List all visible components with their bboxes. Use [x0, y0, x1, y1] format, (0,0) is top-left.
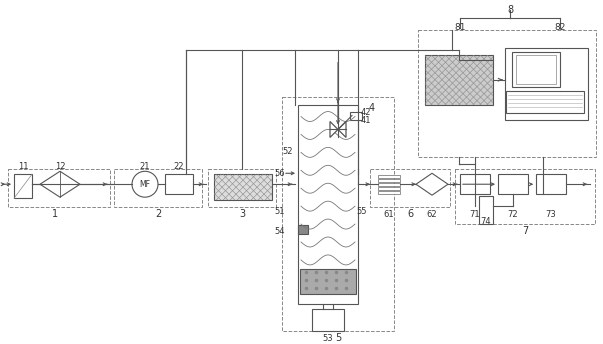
- Text: MF: MF: [139, 180, 151, 189]
- Circle shape: [132, 171, 158, 197]
- Bar: [378, 179, 400, 182]
- Bar: [8, 169, 110, 207]
- Bar: [378, 191, 400, 194]
- Bar: [282, 97, 394, 331]
- Text: 1: 1: [52, 209, 58, 219]
- Polygon shape: [338, 121, 346, 138]
- Text: 82: 82: [554, 23, 566, 32]
- Bar: [418, 30, 596, 157]
- Text: 71: 71: [470, 209, 481, 219]
- Bar: [214, 174, 272, 200]
- Bar: [300, 269, 356, 294]
- Text: 3: 3: [239, 209, 245, 219]
- Text: 4: 4: [369, 103, 375, 112]
- Bar: [498, 174, 528, 194]
- Bar: [378, 183, 400, 186]
- Text: 55: 55: [357, 207, 367, 216]
- Bar: [516, 55, 556, 84]
- Text: 7: 7: [522, 226, 528, 236]
- Text: 56: 56: [274, 169, 285, 178]
- Text: 6: 6: [407, 209, 413, 219]
- Text: 21: 21: [140, 162, 150, 171]
- Bar: [425, 55, 493, 105]
- Bar: [370, 169, 450, 207]
- Text: 53: 53: [323, 334, 333, 343]
- Text: 52: 52: [282, 147, 293, 156]
- Text: 2: 2: [155, 209, 161, 219]
- Bar: [479, 196, 493, 224]
- Polygon shape: [416, 173, 448, 195]
- Text: 41: 41: [361, 116, 371, 125]
- Bar: [378, 175, 400, 178]
- Bar: [214, 174, 272, 200]
- Bar: [298, 105, 358, 304]
- Bar: [350, 111, 362, 119]
- Text: 12: 12: [55, 162, 65, 171]
- Text: 61: 61: [384, 209, 394, 219]
- Text: 42: 42: [361, 108, 371, 117]
- Text: 5: 5: [335, 333, 341, 343]
- Bar: [506, 90, 584, 112]
- Text: 73: 73: [546, 209, 557, 219]
- Bar: [505, 48, 588, 119]
- Bar: [536, 174, 566, 194]
- Text: 51: 51: [274, 207, 285, 216]
- Text: 74: 74: [481, 217, 491, 226]
- Bar: [208, 169, 276, 207]
- Bar: [14, 174, 32, 198]
- Bar: [378, 187, 400, 190]
- Text: 11: 11: [17, 162, 28, 171]
- Text: 54: 54: [274, 227, 285, 236]
- Polygon shape: [330, 121, 338, 138]
- Bar: [312, 309, 344, 331]
- Text: 8: 8: [507, 5, 513, 15]
- Bar: [425, 55, 493, 105]
- Bar: [455, 169, 595, 224]
- Bar: [460, 174, 490, 194]
- Text: 72: 72: [508, 209, 519, 219]
- Text: 81: 81: [454, 23, 466, 32]
- Bar: [114, 169, 202, 207]
- Text: 62: 62: [427, 209, 437, 219]
- Polygon shape: [40, 171, 80, 197]
- Text: 22: 22: [174, 162, 185, 171]
- Bar: [165, 174, 193, 194]
- Bar: [512, 52, 560, 87]
- Bar: [298, 225, 308, 234]
